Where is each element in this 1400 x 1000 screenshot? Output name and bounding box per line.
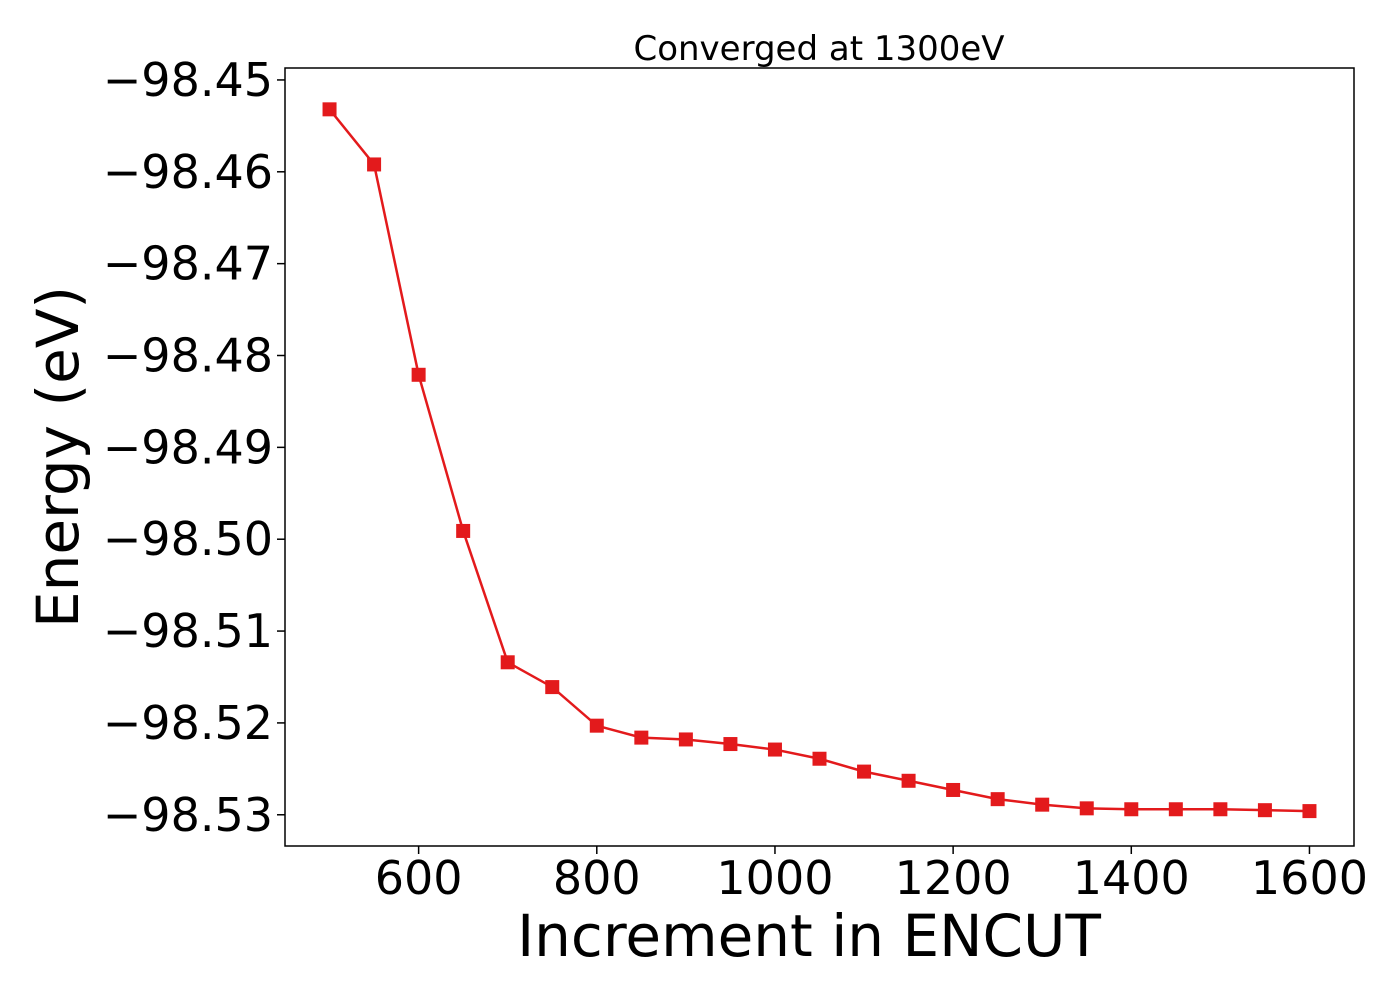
data-point xyxy=(456,523,471,538)
data-point xyxy=(767,742,782,757)
y-tick-label: −98.50 xyxy=(103,512,273,566)
data-point xyxy=(901,773,916,788)
y-tick-label: −98.48 xyxy=(103,329,273,383)
y-tick-label: −98.47 xyxy=(103,237,273,291)
y-tick-label: −98.51 xyxy=(103,604,273,658)
y-tick-label: −98.46 xyxy=(103,145,273,199)
energy-series-line xyxy=(328,108,1310,813)
data-point xyxy=(500,655,515,670)
x-tick-label: 1000 xyxy=(716,851,833,905)
y-tick-label: −98.45 xyxy=(103,53,273,107)
y-axis-label: Energy (eV) xyxy=(24,286,92,628)
data-point xyxy=(1124,802,1139,817)
plot-frame xyxy=(284,67,1355,847)
data-point xyxy=(1168,802,1183,817)
x-tick-label: 600 xyxy=(375,851,463,905)
data-point xyxy=(545,680,560,695)
x-axis-ticks: 600 800 1000 1200 1400 1600 xyxy=(375,846,1368,905)
data-point xyxy=(589,718,604,733)
data-point xyxy=(1302,804,1317,819)
data-point xyxy=(946,782,961,797)
data-point xyxy=(1035,797,1050,812)
energy-series-markers xyxy=(322,102,1317,819)
data-point xyxy=(723,737,738,752)
data-point xyxy=(1079,801,1094,816)
data-point xyxy=(812,751,827,766)
data-point xyxy=(634,730,649,745)
y-tick-label: −98.53 xyxy=(103,788,273,842)
y-tick-label: −98.52 xyxy=(103,696,273,750)
data-point xyxy=(1213,802,1228,817)
y-tick-label: −98.49 xyxy=(103,420,273,474)
x-tick-label: 1600 xyxy=(1251,851,1368,905)
y-axis-ticks: −98.45 −98.46 −98.47 −98.48 −98.49 −98.50 −98.… xyxy=(103,53,285,842)
chart-title: Converged at 1300eV xyxy=(633,29,1004,69)
data-point xyxy=(411,367,426,382)
data-point xyxy=(322,102,337,117)
data-point xyxy=(990,792,1005,807)
x-axis-label: Increment in ENCUT xyxy=(517,902,1101,970)
data-point xyxy=(1257,803,1272,818)
x-tick-label: 1400 xyxy=(1073,851,1190,905)
x-tick-label: 800 xyxy=(553,851,641,905)
data-point xyxy=(678,732,693,747)
x-tick-label: 1200 xyxy=(895,851,1012,905)
data-point xyxy=(367,157,382,172)
data-point xyxy=(857,764,872,779)
